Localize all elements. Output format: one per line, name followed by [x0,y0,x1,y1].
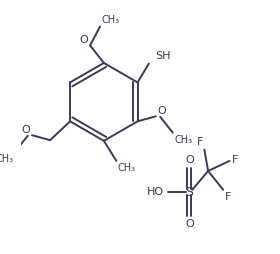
Text: F: F [225,192,232,202]
Text: O: O [158,106,166,116]
Text: CH₃: CH₃ [0,153,14,164]
Text: HO: HO [147,187,164,197]
Text: CH₃: CH₃ [174,135,192,145]
Text: CH₃: CH₃ [118,163,136,173]
Text: CH₃: CH₃ [101,15,120,25]
Text: SH: SH [155,51,171,61]
Text: O: O [185,155,194,165]
Text: F: F [232,155,238,165]
Text: F: F [197,137,203,147]
Text: S: S [185,186,193,199]
Text: O: O [185,219,194,229]
Text: O: O [79,35,88,45]
Text: O: O [21,125,30,135]
